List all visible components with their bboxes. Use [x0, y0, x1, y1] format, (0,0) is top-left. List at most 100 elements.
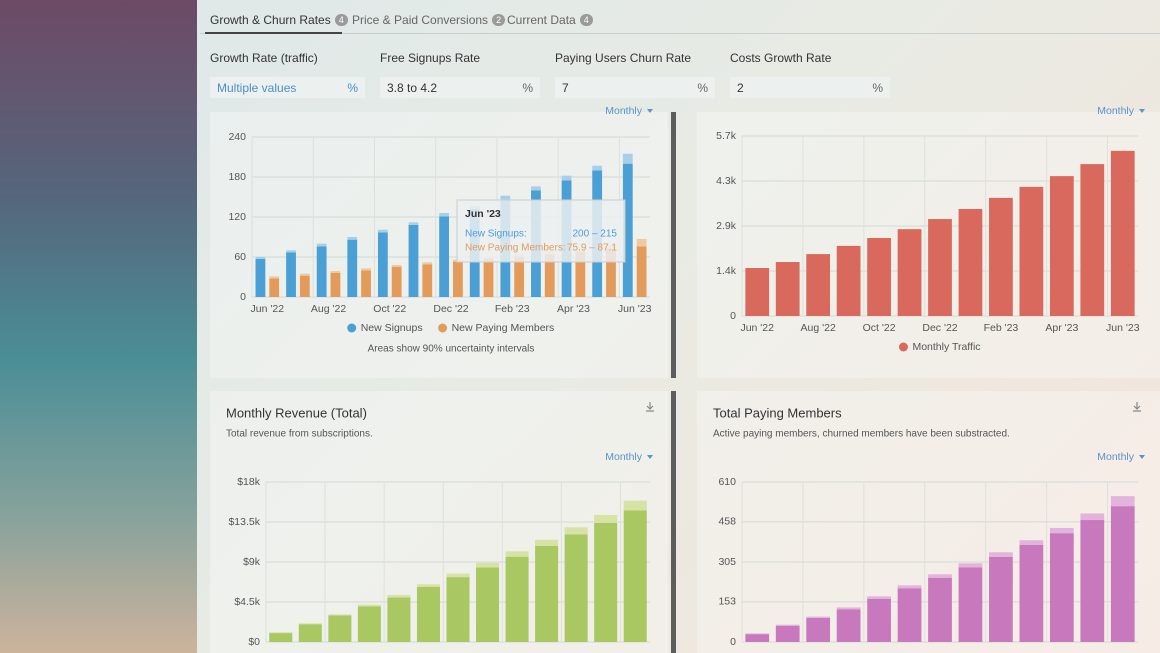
bar — [775, 625, 800, 642]
filter-unit: % — [347, 81, 358, 95]
y-tick-label: 1.4k — [716, 265, 737, 277]
bar — [636, 246, 647, 297]
filter-input[interactable]: 3.8 to 4.2% — [380, 77, 540, 98]
filter-label: Free Signups Rate — [380, 51, 481, 65]
bar — [377, 232, 388, 297]
bar — [505, 556, 529, 642]
tab[interactable]: Current Data 4 — [507, 13, 593, 27]
bar — [330, 273, 341, 297]
tooltip-value: 200 – 215 — [573, 229, 618, 240]
bar — [422, 264, 433, 297]
bar — [806, 254, 831, 316]
bar — [439, 216, 449, 297]
chart-title: Total Paying Members — [713, 405, 842, 420]
bar — [836, 245, 861, 316]
y-tick-label: 0 — [730, 636, 736, 648]
legend-label: Monthly Traffic — [912, 341, 980, 353]
filter-input[interactable]: 7% — [555, 77, 715, 98]
bar — [483, 259, 494, 297]
y-tick-label: 458 — [718, 516, 736, 528]
y-tick-label: 180 — [228, 171, 246, 183]
legend: Monthly Traffic — [898, 341, 981, 353]
x-tick-label: Dec '22 — [922, 322, 957, 334]
y-tick-label: $4.5k — [234, 596, 260, 608]
separator — [671, 112, 676, 378]
x-tick-label: Oct '22 — [863, 322, 896, 334]
filter-value: 2 — [737, 81, 744, 95]
filter-label: Paying Users Churn Rate — [555, 51, 692, 65]
period-dropdown[interactable]: Monthly — [605, 105, 643, 117]
y-tick-label: 0 — [240, 291, 246, 303]
bar — [745, 634, 770, 642]
bar — [1019, 186, 1044, 316]
uncertainty-band — [269, 276, 280, 279]
uncertainty-band — [269, 632, 293, 634]
chart-title: Monthly Revenue (Total) — [226, 405, 367, 420]
uncertainty-band — [357, 604, 381, 607]
bar — [299, 275, 310, 297]
bar — [867, 238, 891, 316]
uncertainty-band — [928, 574, 952, 578]
bar — [836, 609, 861, 642]
x-tick-label: Dec '22 — [433, 303, 468, 315]
x-tick-label: Feb '23 — [984, 322, 1019, 334]
y-tick-label: 5.7k — [716, 130, 737, 142]
bar — [1049, 176, 1074, 316]
uncertainty-band — [623, 500, 647, 511]
x-tick-label: Oct '22 — [373, 303, 406, 315]
x-tick-label: Apr '23 — [557, 303, 590, 315]
download-icon[interactable] — [1133, 402, 1141, 412]
tab[interactable]: Growth & Churn Rates 4 — [210, 13, 348, 27]
uncertainty-band — [416, 584, 440, 587]
uncertainty-band — [286, 250, 296, 253]
x-tick-label: Feb '23 — [495, 303, 530, 315]
dropdown-arrow — [647, 455, 653, 459]
bar — [897, 588, 922, 642]
filter-unit: % — [697, 81, 708, 95]
bar — [269, 633, 293, 642]
uncertainty-band — [439, 213, 449, 217]
uncertainty-band — [594, 514, 618, 523]
tab-badge: 2 — [492, 14, 506, 26]
filter-input[interactable]: Multiple values% — [210, 77, 365, 98]
uncertainty-band — [387, 594, 411, 598]
bar — [544, 254, 555, 297]
uncertainty-band — [867, 596, 891, 599]
bar — [255, 259, 266, 297]
filter-label: Growth Rate (traffic) — [210, 51, 318, 65]
y-tick-label: $18k — [237, 476, 261, 488]
tab-badge: 4 — [579, 14, 593, 26]
uncertainty-band — [592, 165, 603, 171]
uncertainty-band — [622, 153, 633, 164]
uncertainty-band — [636, 238, 647, 247]
bar — [958, 567, 983, 642]
download-icon[interactable] — [646, 402, 654, 412]
tab[interactable]: Price & Paid Conversions 2 — [352, 13, 506, 27]
tooltip-title: Jun '23 — [465, 208, 501, 220]
bar — [1019, 544, 1044, 642]
legend-label: New Paying Members — [452, 322, 555, 334]
bar — [928, 577, 952, 642]
uncertainty-band — [535, 539, 559, 546]
y-tick-label: 2.9k — [716, 220, 737, 232]
bar — [347, 239, 358, 297]
filter-value: Multiple values — [217, 81, 297, 95]
legend-swatch — [438, 323, 448, 333]
period-dropdown[interactable]: Monthly — [1097, 105, 1135, 117]
chart-subtitle: Active paying members, churned members h… — [713, 429, 1010, 440]
bar — [514, 257, 525, 297]
period-dropdown[interactable]: Monthly — [605, 451, 643, 463]
uncertainty-band — [561, 175, 572, 181]
uncertainty-band — [564, 527, 588, 535]
tab-label: Price & Paid Conversions — [352, 13, 489, 27]
bar — [622, 163, 633, 297]
filter-input[interactable]: 2% — [730, 77, 890, 98]
bar — [623, 510, 647, 642]
period-dropdown[interactable]: Monthly — [1097, 451, 1135, 463]
bar — [745, 268, 770, 316]
filter-value: 7 — [562, 81, 569, 95]
uncertainty-band — [806, 616, 831, 618]
separator — [671, 391, 676, 653]
bar — [989, 556, 1013, 642]
